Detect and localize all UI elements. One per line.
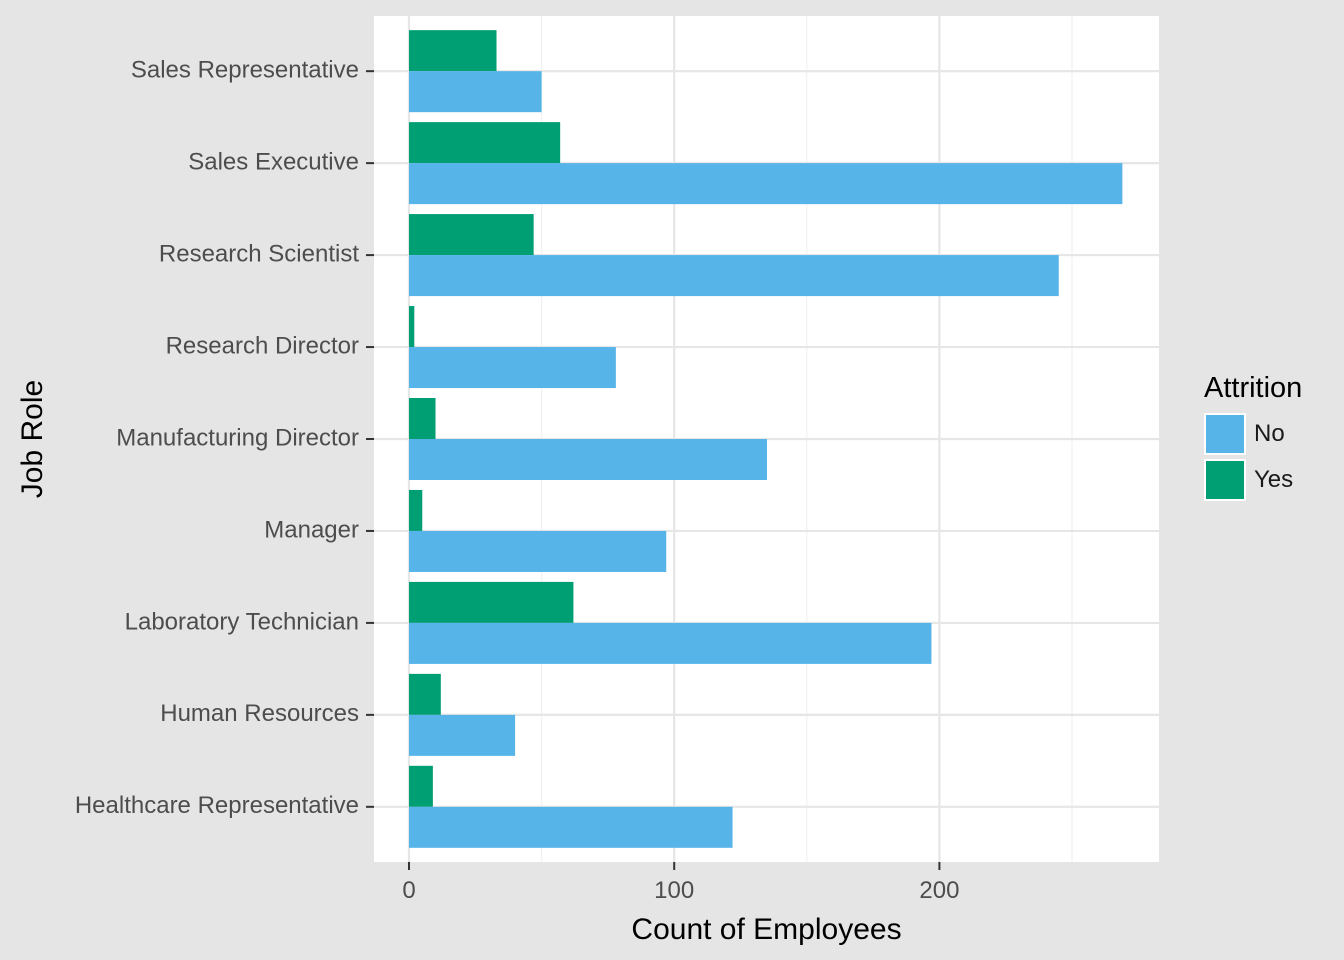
y-tick-label: Manager [264,516,359,543]
bar-yes [409,581,574,623]
y-tick-label: Research Director [166,332,359,359]
bar-yes [409,214,534,256]
legend-label-no: No [1254,420,1285,447]
x-tick-label: 200 [919,877,959,904]
legend-title: Attrition [1204,372,1303,404]
bar-no [409,714,516,756]
bar-yes [409,122,561,164]
bar-yes [409,673,441,715]
y-axis-title: Job Role [16,380,49,498]
bar-no [409,806,733,848]
legend-item-yes: Yes [1204,457,1302,503]
x-axis-title: Count of Employees [631,913,901,946]
y-tick-label: Healthcare Representative [75,792,359,819]
bar-yes [409,306,415,348]
bar-no [409,163,1123,205]
bar-yes [409,30,497,72]
y-tick-label: Research Scientist [159,240,359,267]
bar-yes [409,398,436,439]
bar-yes [409,765,433,807]
x-tick-label: 0 [402,877,415,904]
y-tick-label: Sales Representative [131,57,359,84]
bar-no [409,347,616,389]
y-tick-label: Sales Executive [188,148,359,175]
bar-no [409,622,932,664]
legend-key-no [1204,413,1246,455]
bar-no [409,530,667,572]
legend-key-yes [1204,459,1246,501]
x-tick-label: 100 [654,877,694,904]
y-tick-label: Laboratory Technician [125,608,359,635]
bar-no [409,439,768,480]
bar-no [409,255,1059,297]
y-tick-label: Human Resources [160,700,359,727]
bar-no [409,71,542,113]
y-tick-label: Manufacturing Director [116,424,359,451]
legend-label-yes: Yes [1254,466,1294,493]
legend-item-no: No [1204,411,1302,457]
legend: Attrition No Yes [1204,372,1302,503]
bar-yes [409,489,423,531]
